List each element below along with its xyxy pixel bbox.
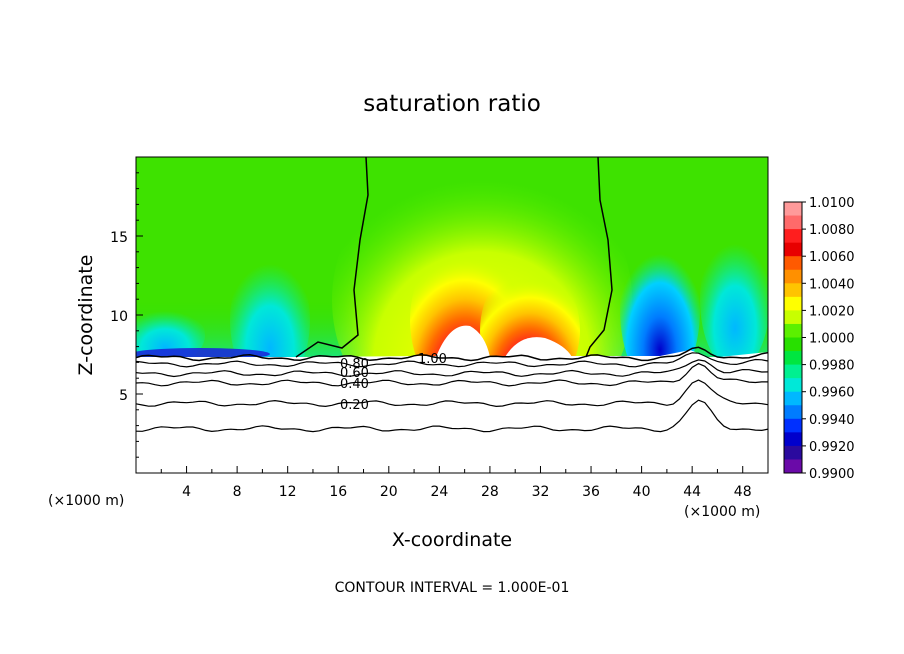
supersat-peak-left [436, 325, 490, 357]
x-tick-label: 36 [582, 484, 600, 500]
colorbar-swatch [784, 215, 802, 230]
contour-interval-note: CONTOUR INTERVAL = 1.000E-01 [335, 580, 570, 596]
colorbar-swatch [784, 310, 802, 325]
colorbar-label: 1.0080 [809, 223, 855, 238]
x-tick-label: 16 [329, 484, 347, 500]
colorbar-swatch [784, 229, 802, 244]
colorbar-swatch [784, 351, 802, 366]
y-tick-label: 5 [119, 388, 128, 404]
colorbar-label: 0.9920 [809, 440, 855, 455]
x-tick-label: 20 [380, 484, 398, 500]
colorbar-label: 1.0000 [809, 332, 855, 347]
colorbar-label: 1.0100 [809, 196, 855, 211]
colorbar-swatch [784, 256, 802, 271]
y-axis-label: Z-coordinate [75, 255, 97, 376]
colorbar-swatch [784, 432, 802, 447]
x-axis: 4 8 12 16 20 24 28 32 36 40 44 48 [160, 466, 752, 500]
x-tick-label: 24 [430, 484, 448, 500]
chart-title: saturation ratio [363, 91, 541, 117]
contour-label-0p80: 0.80 [340, 357, 369, 372]
y-tick-label: 10 [110, 309, 128, 325]
contour-label-0p40: 0.40 [340, 377, 369, 392]
colorbar-label: 1.0020 [809, 304, 855, 319]
colorbar-swatch [784, 242, 802, 257]
colorbar-swatch [784, 445, 802, 460]
contour-line [135, 359, 769, 378]
x-tick-label: 40 [633, 484, 651, 500]
x-tick-label: 28 [481, 484, 499, 500]
colorbar-swatch [784, 269, 802, 284]
x-tick-label: 44 [683, 484, 701, 500]
colorbar-label: 1.0060 [809, 250, 855, 265]
contour-label-0p20: 0.20 [340, 398, 369, 413]
contour-line [135, 346, 769, 362]
contour-line [135, 362, 768, 387]
colorbar-label: 0.9900 [809, 467, 855, 482]
colorbar-swatch [784, 418, 802, 433]
x-unit-right: (×1000 m) [684, 504, 760, 520]
colorbar-swatch [784, 202, 802, 217]
colorbar-swatch [784, 364, 802, 379]
y-tick-label: 15 [110, 230, 128, 246]
contour-line [135, 399, 769, 433]
colorbar-swatch [784, 323, 802, 338]
saturation-field [136, 157, 768, 473]
x-unit-left: (×1000 m) [48, 493, 124, 509]
contour-line [135, 379, 769, 408]
terrain-surface [136, 350, 768, 362]
colorbar: 1.0100 1.0080 1.0060 1.0040 1.0020 1.0000 0.99… [783, 196, 855, 482]
contour-label-0p60: 0.60 [340, 366, 369, 381]
contour-line [135, 352, 769, 368]
colorbar-swatch [784, 296, 802, 311]
colorbar-swatch [784, 337, 802, 352]
x-tick-label: 12 [279, 484, 297, 500]
colorbar-swatch [784, 378, 802, 393]
x-tick-label: 48 [734, 484, 752, 500]
contour-1p00-left [295, 157, 369, 358]
contour-labels: 1.00 0.80 0.60 0.40 0.20 [340, 352, 447, 413]
colorbar-label: 0.9960 [809, 386, 855, 401]
colorbar-label: 0.9980 [809, 359, 855, 374]
contour-lines [135, 346, 769, 433]
supersat-peak-right [505, 337, 572, 357]
colorbar-swatch [784, 405, 802, 420]
colorbar-swatch [784, 459, 802, 474]
colorbar-label: 1.0040 [809, 277, 855, 292]
contour-label-1p00: 1.00 [418, 352, 447, 367]
y-axis: 5 10 15 [110, 172, 143, 458]
colorbar-swatch [784, 283, 802, 298]
colorbar-swatch [784, 391, 802, 406]
x-tick-label: 32 [532, 484, 550, 500]
colorbar-label: 0.9940 [809, 413, 855, 428]
contour-1p00-right [585, 157, 613, 358]
x-tick-label: 8 [233, 484, 242, 500]
x-tick-label: 4 [182, 484, 191, 500]
x-axis-label: X-coordinate [392, 529, 512, 551]
cyan-region-right [700, 230, 768, 370]
terrain-region [136, 357, 768, 473]
blue-region-right [620, 230, 700, 390]
